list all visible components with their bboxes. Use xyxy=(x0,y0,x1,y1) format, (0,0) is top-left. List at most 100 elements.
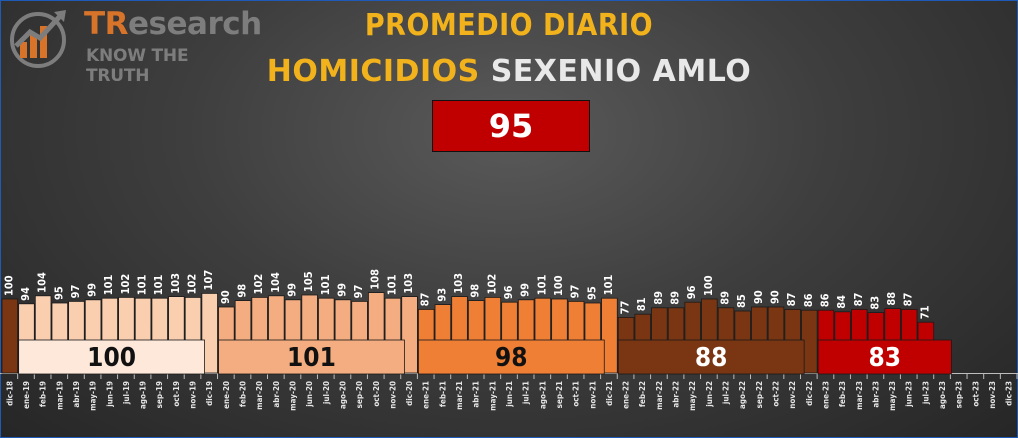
x-tick-label-nov-22: nov-22 xyxy=(788,381,797,409)
x-tick-label-may-23: may-23 xyxy=(888,381,897,411)
x-tick-label-sep-19: sep-19 xyxy=(155,381,164,408)
annual-average-box-2023 xyxy=(817,339,952,375)
data-label-jun-19: 101 xyxy=(102,274,115,295)
x-tick-label-jun-19: jun-19 xyxy=(105,381,114,408)
data-label-nov-22: 87 xyxy=(785,293,798,307)
data-label-dic-20: 103 xyxy=(402,273,415,294)
data-label-feb-23: 84 xyxy=(835,295,848,309)
annual-average-label-2019: 100 xyxy=(87,343,136,373)
annual-average-label-2021: 98 xyxy=(495,343,528,373)
logo-wordmark: TResearch xyxy=(84,6,262,42)
x-tick-label-abr-22: abr-22 xyxy=(672,381,681,408)
data-label-may-19: 99 xyxy=(86,283,99,297)
data-label-feb-22: 81 xyxy=(635,297,648,311)
x-tick-label-ago-21: ago-21 xyxy=(538,381,547,409)
x-tick-label-feb-19: feb-19 xyxy=(39,381,48,407)
x-tick-label-nov-21: nov-21 xyxy=(588,381,597,409)
x-tick-label-oct-23: oct-23 xyxy=(971,381,980,407)
x-tick-label-feb-23: feb-23 xyxy=(838,381,847,407)
data-label-jul-20: 101 xyxy=(319,274,332,295)
data-label-may-20: 99 xyxy=(285,283,298,297)
x-tick-label-nov-23: nov-23 xyxy=(988,381,997,409)
data-label-abr-20: 104 xyxy=(269,272,282,293)
logo-mark-icon xyxy=(10,10,66,68)
x-tick-label-dic-18: dic-18 xyxy=(5,381,14,406)
x-tick-label-abr-21: abr-21 xyxy=(472,381,481,408)
data-label-ago-19: 101 xyxy=(136,274,149,295)
data-label-jul-19: 102 xyxy=(119,274,132,295)
data-label-jul-22: 89 xyxy=(719,291,732,305)
x-tick-label-oct-20: oct-20 xyxy=(372,381,381,407)
data-label-jul-23: 71 xyxy=(918,305,931,319)
data-label-ene-23: 86 xyxy=(818,293,831,307)
x-tick-label-ene-19: ene-19 xyxy=(22,381,31,409)
data-label-sep-19: 101 xyxy=(152,274,165,295)
data-label-jun-23: 87 xyxy=(902,293,915,307)
data-label-may-22: 96 xyxy=(685,285,698,299)
data-label-ago-22: 85 xyxy=(735,294,748,308)
data-label-dic-22: 86 xyxy=(802,293,815,307)
x-tick-label-oct-21: oct-21 xyxy=(572,381,581,407)
x-tick-label-feb-20: feb-20 xyxy=(239,381,248,407)
x-tick-label-ene-21: ene-21 xyxy=(422,381,431,409)
x-tick-label-ago-22: ago-22 xyxy=(738,381,747,409)
x-tick-label-mar-23: mar-23 xyxy=(855,381,864,410)
data-label-feb-19: 104 xyxy=(36,272,49,293)
x-tick-label-feb-22: feb-22 xyxy=(638,381,647,407)
x-tick-label-jul-21: jul-21 xyxy=(522,381,531,405)
annual-average-label-2023: 83 xyxy=(868,343,901,373)
annual-average-label-2022: 88 xyxy=(695,343,728,373)
data-label-abr-22: 89 xyxy=(669,291,682,305)
x-tick-label-mar-22: mar-22 xyxy=(655,381,664,410)
data-label-oct-19: 103 xyxy=(169,273,182,294)
x-tick-label-oct-19: oct-19 xyxy=(172,381,181,407)
data-label-feb-20: 98 xyxy=(236,284,249,298)
annual-average-label-2020: 101 xyxy=(287,343,336,373)
x-tick-label-may-19: may-19 xyxy=(89,381,98,411)
x-tick-label-jun-20: jun-20 xyxy=(305,381,314,408)
x-tick-label-feb-21: feb-21 xyxy=(438,381,447,407)
x-tick-label-sep-21: sep-21 xyxy=(555,381,564,408)
x-tick-label-mar-19: mar-19 xyxy=(55,381,64,410)
data-label-abr-21: 98 xyxy=(469,284,482,298)
data-label-ago-21: 101 xyxy=(535,274,548,295)
data-label-oct-20: 108 xyxy=(369,269,382,290)
data-label-ene-20: 90 xyxy=(219,290,232,304)
data-label-oct-22: 90 xyxy=(768,290,781,304)
logo-tagline: KNOW THE TRUTH xyxy=(86,46,189,86)
bar-dic-18 xyxy=(1,298,19,374)
x-tick-label-dic-19: dic-19 xyxy=(205,381,214,406)
x-tick-label-nov-20: nov-20 xyxy=(388,381,397,409)
tresearch-logo: TResearch KNOW THE TRUTH xyxy=(4,6,262,86)
overall-average-badge: 95 xyxy=(432,100,590,152)
data-label-ago-20: 99 xyxy=(335,283,348,297)
data-label-nov-21: 95 xyxy=(585,286,598,300)
title-rest: SEXENIO AMLO xyxy=(490,54,752,89)
data-label-nov-19: 102 xyxy=(186,274,199,295)
x-tick-label-mar-21: mar-21 xyxy=(455,381,464,410)
bar-dic-21 xyxy=(601,297,618,374)
title-highlight: HOMICIDIOS xyxy=(266,54,480,89)
data-label-dic-18: 100 xyxy=(2,275,15,296)
x-tick-label-sep-22: sep-22 xyxy=(755,381,764,408)
x-tick-label-dic-23: dic-23 xyxy=(1005,381,1014,406)
x-tick-label-ene-20: ene-20 xyxy=(222,381,231,409)
x-tick-label-ago-23: ago-23 xyxy=(938,381,947,409)
x-tick-label-ene-23: ene-23 xyxy=(821,381,830,409)
data-label-mar-20: 102 xyxy=(252,274,265,295)
data-label-sep-21: 100 xyxy=(552,275,565,296)
x-tick-label-abr-19: abr-19 xyxy=(72,381,81,408)
annual-average-box-2021 xyxy=(417,339,605,375)
data-label-jun-20: 105 xyxy=(302,271,315,292)
x-tick-label-jun-21: jun-21 xyxy=(505,381,514,408)
x-tick-label-ago-19: ago-19 xyxy=(139,381,148,409)
x-tick-label-ago-20: ago-20 xyxy=(338,381,347,409)
x-tick-label-dic-22: dic-22 xyxy=(805,381,814,406)
x-tick-label-jul-22: jul-22 xyxy=(722,381,731,405)
data-label-abr-19: 97 xyxy=(69,285,82,299)
x-tick-label-nov-19: nov-19 xyxy=(189,381,198,409)
data-label-jun-21: 96 xyxy=(502,285,515,299)
data-label-ene-21: 87 xyxy=(419,293,432,307)
x-tick-label-jun-22: jun-22 xyxy=(705,381,714,408)
data-label-may-23: 88 xyxy=(885,292,898,306)
